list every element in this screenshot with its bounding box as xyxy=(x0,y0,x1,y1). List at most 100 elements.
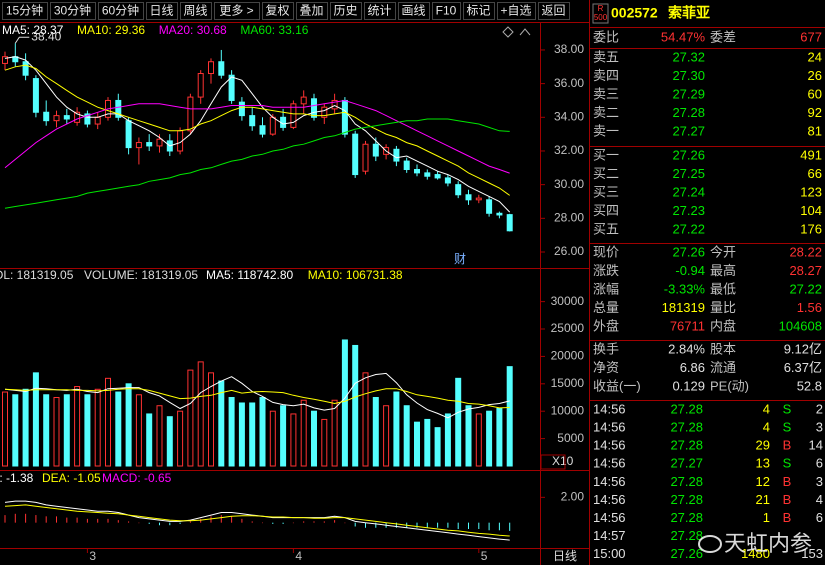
candle-body xyxy=(362,143,369,172)
legend-entry: DIF: -1.38 xyxy=(0,471,34,485)
tab[interactable] xyxy=(50,2,96,20)
tab-label[interactable]: 复权 xyxy=(265,4,289,18)
candle-body xyxy=(259,125,266,135)
candle-body xyxy=(434,174,441,179)
candle-body xyxy=(331,99,338,110)
tab-label[interactable]: 画线 xyxy=(401,4,425,18)
trade-price: 27.28 xyxy=(670,492,703,507)
y-tick-label: 20000 xyxy=(551,349,585,363)
tab-label[interactable]: 15分钟 xyxy=(6,3,43,18)
stat-cell: 2.84% xyxy=(668,341,705,356)
level-label: 买一 xyxy=(593,147,619,162)
volume-bar xyxy=(187,369,194,467)
tab[interactable] xyxy=(538,2,570,20)
stat-cell: 0.129 xyxy=(672,378,705,393)
ratio-cell: 54.47% xyxy=(661,29,706,44)
tab-label[interactable]: 叠加 xyxy=(299,4,323,18)
volume-bar xyxy=(218,380,225,467)
trade-side: B xyxy=(783,474,792,489)
tab-label[interactable]: 统计 xyxy=(367,4,391,18)
tab-label[interactable]: +自选 xyxy=(500,4,531,18)
candle-body xyxy=(506,214,513,232)
tab[interactable] xyxy=(262,2,294,20)
volume-subtitle: VOLUME: 181319.05 xyxy=(84,268,198,282)
y-tick-label: 30000 xyxy=(551,294,585,308)
trade-price: 27.28 xyxy=(670,510,703,525)
y-tick-label: 34.00 xyxy=(554,109,584,123)
badge xyxy=(592,3,609,24)
y-tick-label: 30.00 xyxy=(554,177,584,191)
trade-side: S xyxy=(783,456,792,471)
candle-body xyxy=(238,101,245,117)
tab-label[interactable]: 返回 xyxy=(541,4,565,18)
tab-label[interactable]: 周线 xyxy=(183,4,207,18)
level-label: 卖三 xyxy=(593,86,619,101)
trade-count: 3 xyxy=(816,420,823,435)
high-pointer xyxy=(14,36,30,44)
trade-time: 14:56 xyxy=(593,510,626,525)
x-tick-label: 5 xyxy=(481,549,488,563)
tab[interactable] xyxy=(296,2,328,20)
stat-cell: 9.12亿 xyxy=(784,341,822,356)
event-marker[interactable]: 财 xyxy=(454,252,466,266)
tab[interactable] xyxy=(180,2,212,20)
legend-entry: MA20: 30.68 xyxy=(159,23,227,37)
tab[interactable] xyxy=(146,2,178,20)
y-tick-label: 5000 xyxy=(557,431,584,445)
level-label: 卖五 xyxy=(593,49,619,64)
volume-bar xyxy=(383,405,390,467)
ratio-cell: 委差 xyxy=(710,29,736,44)
ma-line xyxy=(4,64,510,196)
tab[interactable] xyxy=(398,2,430,20)
trade-volume: 1480 xyxy=(741,546,770,561)
tab-label[interactable]: 60分钟 xyxy=(102,3,139,18)
volume-bar xyxy=(2,391,8,467)
candle-body xyxy=(352,133,359,176)
tab[interactable] xyxy=(497,2,536,20)
tab-label[interactable]: 日线 xyxy=(149,4,173,18)
candle-body xyxy=(146,142,153,147)
tab-label[interactable]: F10 xyxy=(436,4,457,18)
trade-volume: 29 xyxy=(756,438,770,453)
tab[interactable] xyxy=(364,2,396,20)
icon[interactable] xyxy=(519,28,531,36)
level-label: 卖四 xyxy=(593,68,619,83)
volume-bar xyxy=(506,366,513,467)
trade-time: 14:56 xyxy=(593,492,626,507)
tab-label[interactable]: 历史 xyxy=(333,4,357,18)
stat-cell: 净资 xyxy=(593,360,619,375)
stat-cell: 最高 xyxy=(710,263,736,278)
tab-label[interactable]: 更多 > xyxy=(219,4,253,18)
unit-box xyxy=(540,454,566,470)
level-price: 27.22 xyxy=(672,221,705,236)
tab[interactable] xyxy=(330,2,362,20)
trade-side: S xyxy=(783,401,792,416)
tab[interactable] xyxy=(98,2,144,20)
tab[interactable] xyxy=(214,2,260,20)
level-label: 买二 xyxy=(593,166,619,181)
tab[interactable] xyxy=(432,2,461,20)
volume-bar xyxy=(84,394,91,467)
level-volume: 24 xyxy=(808,49,822,64)
level-price: 27.25 xyxy=(672,166,705,181)
tab-label[interactable]: 标记 xyxy=(466,4,490,18)
volume-bar xyxy=(475,413,482,467)
candle-body xyxy=(290,103,297,128)
tab[interactable] xyxy=(2,2,48,20)
volume-bar xyxy=(94,388,101,467)
trade-volume: 21 xyxy=(756,492,770,507)
icon[interactable] xyxy=(502,26,514,38)
volume-bar xyxy=(74,386,81,467)
trade-count: 2 xyxy=(816,401,823,416)
level-label: 买三 xyxy=(593,184,619,199)
stat-cell: 内盘 xyxy=(710,318,736,333)
level-volume: 491 xyxy=(800,147,822,162)
volume-bar xyxy=(228,397,235,467)
candle-body xyxy=(414,168,420,174)
trade-volume: 4 xyxy=(763,401,770,416)
tab[interactable] xyxy=(463,2,495,20)
candle-body xyxy=(321,106,328,118)
trade-time: 14:56 xyxy=(593,438,626,453)
tab-label[interactable]: 30分钟 xyxy=(54,3,91,18)
